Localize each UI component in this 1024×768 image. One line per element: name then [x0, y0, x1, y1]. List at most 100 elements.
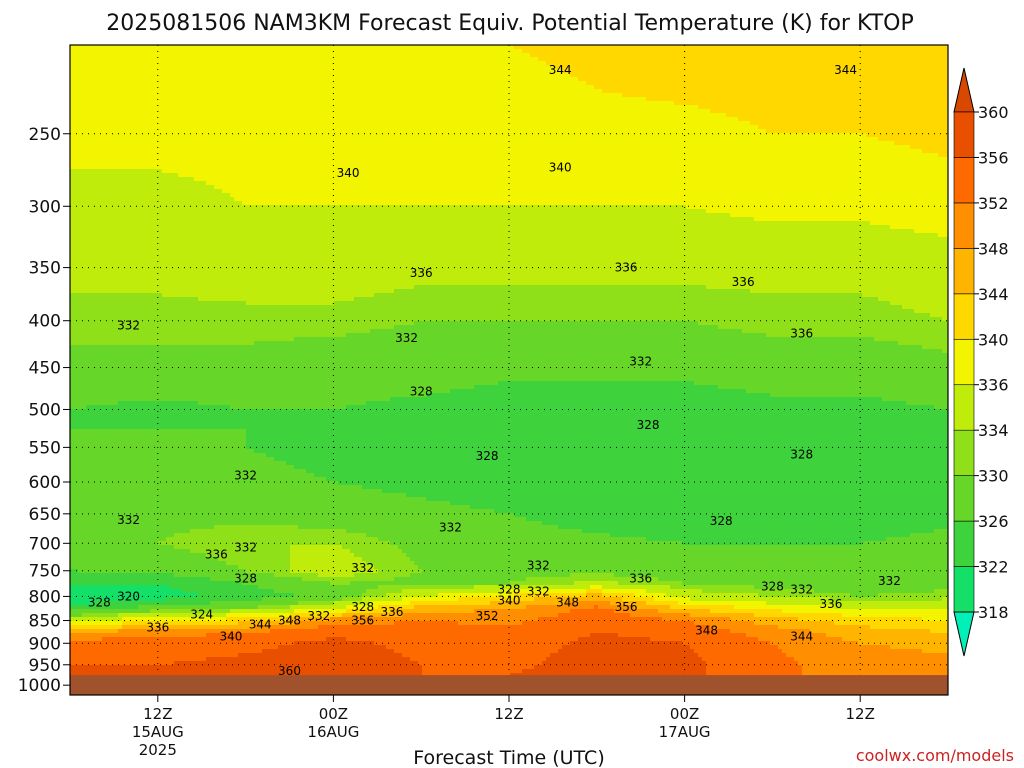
field-cell: [398, 601, 403, 606]
y-tick-label: 400: [29, 312, 61, 332]
field-cell: [682, 613, 687, 622]
field-cell: [766, 597, 771, 606]
field-cell: [522, 621, 527, 670]
field-cell: [862, 645, 867, 695]
field-cell: [362, 625, 367, 642]
field-cell: [90, 621, 95, 626]
field-cell: [666, 605, 671, 614]
field-cell: [530, 205, 535, 286]
field-cell: [758, 641, 763, 695]
field-cell: [574, 573, 579, 582]
field-cell: [470, 613, 475, 626]
field-cell: [130, 45, 135, 170]
field-cell: [814, 593, 819, 598]
field-cell: [722, 593, 727, 602]
field-cell: [266, 617, 271, 622]
field-cell: [254, 409, 259, 454]
field-cell: [506, 205, 511, 286]
field-cell: [206, 345, 211, 406]
field-cell: [646, 605, 651, 610]
field-cell: [762, 129, 767, 222]
field-cell: [910, 601, 915, 610]
field-cell: [538, 61, 543, 206]
field-cell: [918, 405, 923, 534]
field-cell: [462, 625, 467, 678]
field-cell: [166, 617, 171, 622]
field-cell: [290, 629, 295, 646]
field-cell: [554, 381, 559, 526]
field-cell: [718, 45, 723, 114]
field-cell: [762, 641, 767, 695]
field-cell: [770, 545, 775, 590]
field-cell: [866, 601, 871, 610]
field-cell: [246, 305, 251, 346]
field-cell: [794, 545, 799, 590]
field-cell: [646, 381, 651, 542]
field-cell: [122, 585, 127, 602]
field-cell: [126, 625, 131, 630]
contour-label: 344: [790, 630, 813, 644]
field-cell: [794, 221, 799, 294]
field-cell: [942, 409, 947, 530]
field-cell: [794, 613, 799, 618]
field-cell: [878, 609, 883, 618]
field-cell: [214, 609, 219, 614]
field-cell: [594, 381, 599, 534]
field-cell: [114, 293, 119, 346]
field-cell: [418, 597, 423, 602]
field-cell: [886, 645, 891, 695]
field-cell: [694, 585, 699, 590]
field-cell: [622, 601, 627, 606]
field-cell: [562, 589, 567, 594]
field-cell: [190, 297, 195, 346]
field-cell: [854, 617, 859, 626]
field-cell: [862, 541, 867, 598]
field-cell: [450, 585, 455, 590]
field-cell: [150, 429, 155, 574]
field-cell: [394, 325, 399, 398]
field-cell: [102, 609, 107, 614]
field-cell: [342, 409, 347, 486]
field-cell: [674, 45, 679, 106]
field-cell: [326, 605, 331, 610]
field-cell: [302, 529, 307, 546]
field-cell: [366, 589, 371, 598]
field-cell: [734, 601, 739, 610]
field-cell: [810, 337, 815, 398]
field-cell: [566, 321, 571, 382]
field-cell: [914, 593, 919, 602]
field-cell: [350, 597, 355, 602]
field-cell: [70, 625, 75, 630]
field-cell: [670, 541, 675, 582]
field-cell: [610, 537, 615, 574]
field-cell: [474, 597, 479, 606]
field-cell: [614, 633, 619, 695]
x-tick-label: 16AUG: [307, 723, 359, 741]
field-cell: [326, 621, 331, 626]
field-cell: [762, 625, 767, 642]
field-cell: [538, 605, 543, 618]
field-cell: [574, 601, 579, 610]
field-cell: [362, 489, 367, 534]
field-cell: [118, 345, 123, 402]
field-cell: [586, 285, 591, 322]
field-cell: [830, 397, 835, 546]
field-cell: [290, 605, 295, 614]
field-cell: [154, 429, 159, 574]
field-cell: [362, 573, 367, 582]
field-cell: [566, 613, 571, 646]
field-cell: [714, 325, 719, 386]
field-cell: [746, 121, 751, 218]
field-cell: [326, 205, 331, 306]
field-cell: [74, 429, 79, 570]
field-cell: [486, 625, 491, 678]
field-cell: [578, 529, 583, 574]
field-cell: [554, 285, 559, 322]
field-cell: [598, 205, 603, 286]
field-cell: [362, 333, 367, 406]
field-cell: [862, 625, 867, 646]
field-cell: [82, 633, 87, 642]
field-cell: [438, 205, 443, 286]
field-cell: [854, 641, 859, 695]
field-cell: [146, 605, 151, 614]
